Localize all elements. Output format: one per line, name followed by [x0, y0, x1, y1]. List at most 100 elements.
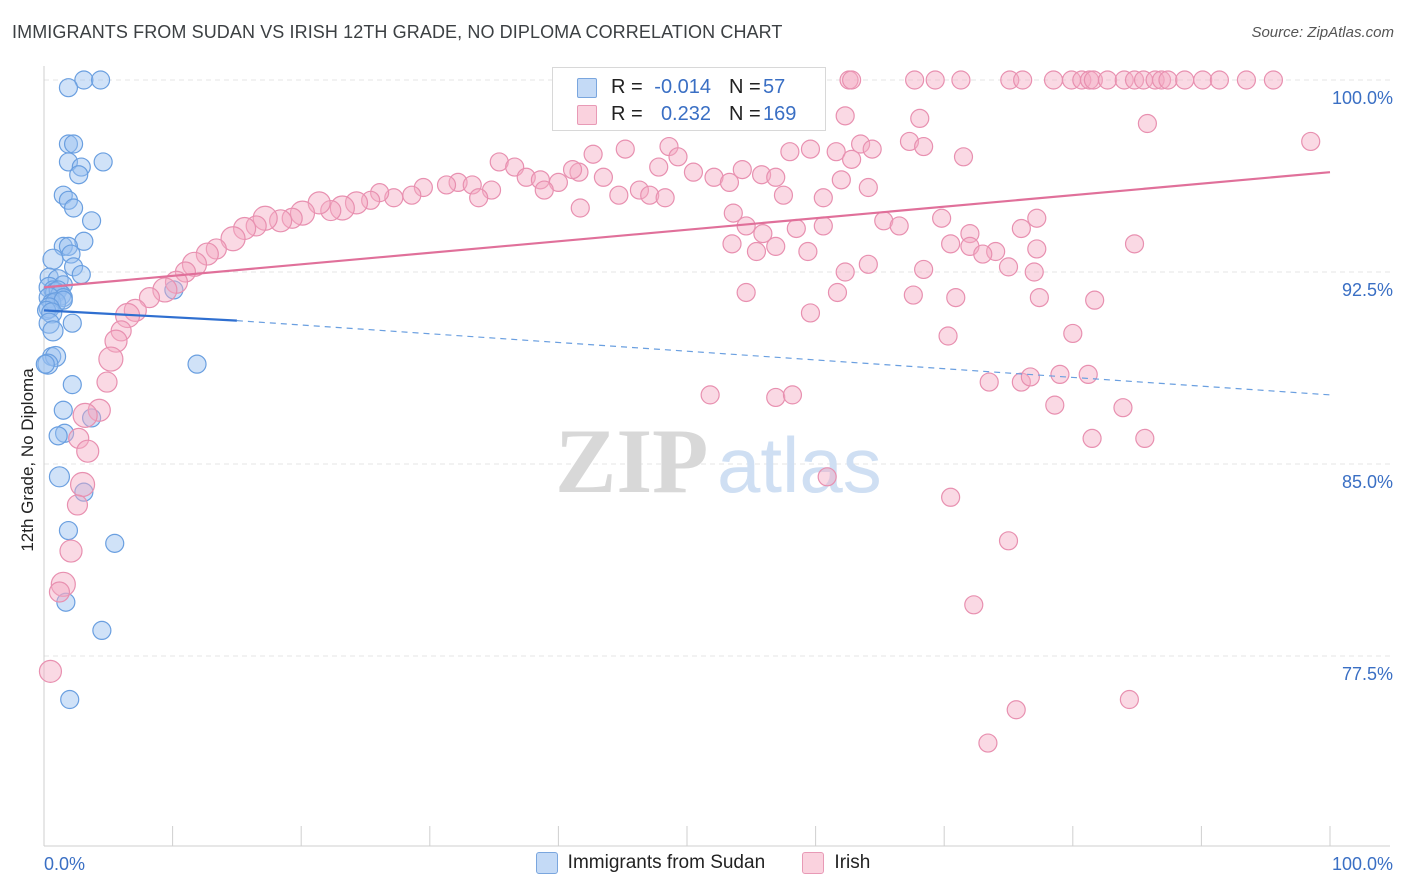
irish-point [953, 147, 974, 167]
n-value-sudan: 57 [763, 76, 786, 98]
irish-point [220, 226, 246, 252]
irish-point [851, 134, 871, 154]
sudan-point [53, 185, 73, 205]
sudan-point [58, 78, 79, 98]
irish-point [903, 285, 923, 305]
irish-point [925, 70, 945, 90]
irish-point [858, 254, 878, 274]
irish-point [320, 199, 342, 222]
irish-point [704, 167, 724, 187]
irish-point [905, 70, 925, 90]
irish-point [753, 224, 773, 244]
irish-point [831, 170, 851, 190]
irish-point [269, 209, 293, 233]
stats-swatch-irish [577, 105, 597, 125]
x-tick-label: 100.0% [1332, 854, 1393, 874]
stats-swatch-sudan [577, 78, 597, 98]
sudan-point [53, 400, 73, 420]
irish-point [780, 142, 800, 162]
sudan-point [63, 257, 84, 277]
bottom-legend: Immigrants from Sudan Irish [0, 852, 1406, 880]
stats-legend: R = -0.014 N = 57 R = 0.232 N = 169 [552, 67, 826, 131]
irish-point [1006, 700, 1026, 720]
irish-point [941, 234, 961, 254]
irish-point [174, 261, 197, 283]
axes [43, 66, 1390, 847]
irish-point [1124, 234, 1145, 254]
irish-point [1013, 70, 1033, 90]
irish-point [1135, 428, 1155, 448]
irish-point [751, 165, 772, 185]
r-label: R = [611, 76, 643, 98]
irish-point [773, 185, 794, 205]
irish-point [87, 398, 111, 422]
irish-point [48, 581, 71, 603]
irish-point [732, 160, 752, 180]
sudan-point [62, 313, 82, 333]
watermark-zip: ZIP [555, 410, 708, 512]
irish-point [835, 106, 855, 126]
irish-point [1045, 395, 1065, 415]
irish-point [862, 139, 882, 159]
irish-point [562, 160, 583, 180]
irish-point [910, 108, 930, 129]
irish-point [1029, 288, 1049, 308]
legend-item-irish[interactable]: Irish [802, 852, 870, 874]
stats-row-irish: R = 0.232 N = 169 [553, 99, 825, 127]
irish-point [998, 531, 1019, 551]
y-tick-label: 85.0% [1342, 472, 1393, 492]
irish-point [1083, 70, 1103, 90]
sudan-point [92, 620, 112, 641]
irish-point [914, 136, 934, 157]
irish-point [964, 595, 984, 615]
sudan-point [81, 211, 102, 231]
sudan-point [58, 520, 79, 541]
irish-point [38, 659, 63, 683]
irish-point [813, 216, 833, 236]
sudan-point [44, 345, 67, 368]
irish-point [826, 142, 846, 162]
sudan-point [42, 248, 64, 270]
irish-point [798, 241, 818, 262]
watermark-atlas: atlas [717, 421, 882, 509]
legend-label-sudan: Immigrants from Sudan [567, 852, 766, 873]
irish-point [766, 236, 786, 256]
irish-point [245, 215, 267, 237]
irish-point [1137, 113, 1157, 134]
sudan-point [74, 231, 94, 251]
irish-point [98, 346, 124, 372]
legend-item-sudan[interactable]: Immigrants from Sudan [535, 852, 766, 874]
irish-point [1020, 367, 1040, 387]
y-tick-label: 100.0% [1332, 88, 1393, 108]
irish-point [609, 185, 629, 205]
sudan-point [187, 354, 207, 374]
irish-point [1175, 70, 1195, 90]
irish-point [344, 191, 369, 215]
irish-point [289, 200, 316, 226]
irish-point [683, 162, 704, 182]
irish-point [1027, 208, 1047, 228]
irish-point [736, 282, 756, 303]
irish-point [914, 259, 934, 280]
irish-point [59, 539, 83, 563]
irish-point [938, 326, 958, 346]
irish-point [973, 244, 993, 264]
series-irish-points [38, 70, 1321, 753]
irish-point [361, 190, 381, 210]
irish-point [1158, 70, 1178, 90]
irish-point [722, 234, 742, 254]
irish-point [615, 139, 635, 159]
sudan-point [42, 320, 64, 342]
irish-point [72, 402, 98, 428]
r-label: R = [611, 103, 643, 125]
r-value-sudan: -0.014 [654, 76, 711, 98]
chart-title: IMMIGRANTS FROM SUDAN VS IRISH 12TH GRAD… [12, 22, 783, 42]
irish-point [1236, 70, 1257, 90]
irish-point [1097, 70, 1118, 90]
irish-point [889, 216, 909, 236]
legend-label-irish: Irish [834, 852, 871, 873]
sudan-point [71, 157, 91, 177]
irish-point [68, 427, 90, 449]
irish-point [1011, 372, 1031, 392]
